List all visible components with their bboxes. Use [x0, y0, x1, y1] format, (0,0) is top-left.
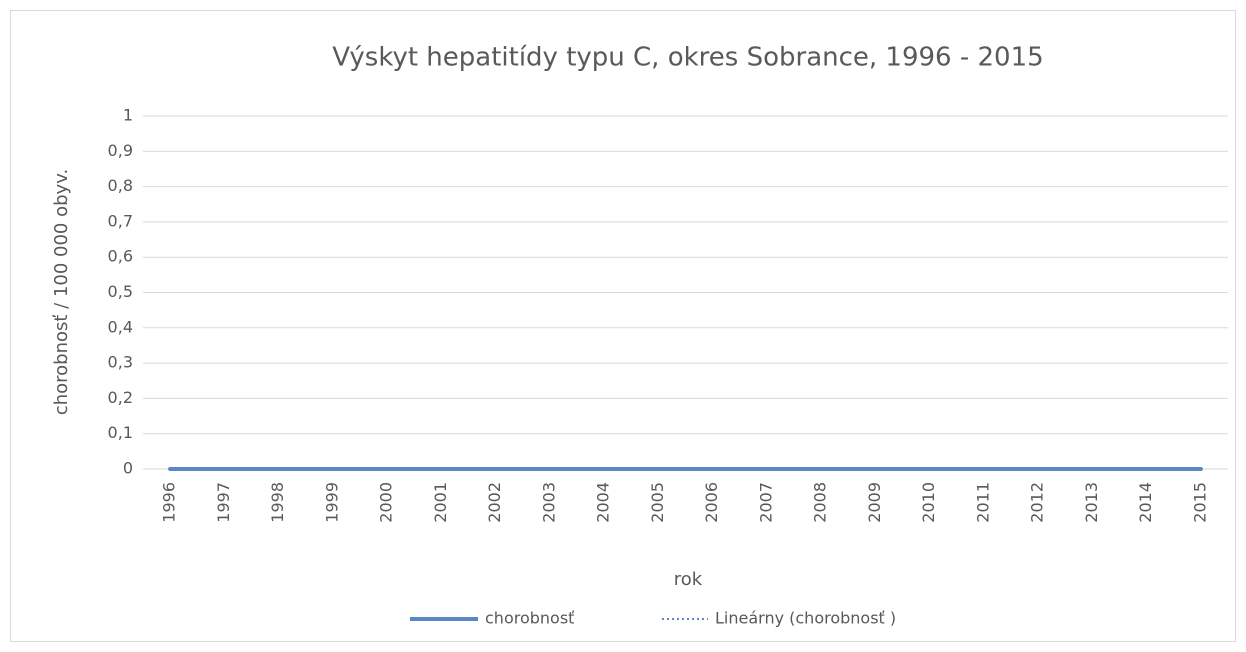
- y-tick-label: 0,1: [108, 423, 133, 442]
- x-tick-label: 1999: [322, 482, 341, 523]
- x-tick-label: 2007: [756, 482, 775, 523]
- x-tick-label: 2002: [485, 482, 504, 523]
- y-tick-label: 0,6: [108, 247, 133, 266]
- x-tick-label: 2006: [702, 482, 721, 523]
- x-tick-label: 1996: [160, 482, 179, 523]
- chart-border: [10, 10, 1236, 642]
- y-tick-label: 1: [123, 106, 133, 125]
- x-tick-label: 2004: [594, 482, 613, 523]
- chart-title: Výskyt hepatitídy typu C, okres Sobrance…: [332, 43, 1043, 73]
- y-tick-label: 0,4: [108, 317, 133, 336]
- y-tick-label: 0,3: [108, 353, 133, 372]
- x-tick-label: 2014: [1136, 482, 1155, 523]
- x-tick-label: 2011: [973, 482, 992, 523]
- x-tick-label: 2008: [811, 482, 830, 523]
- y-axis-label: chorobnosť / 100 000 obyv.: [51, 169, 72, 415]
- x-tick-label: 2000: [377, 482, 396, 523]
- x-tick-label: 2005: [648, 482, 667, 523]
- x-tick-label: 2001: [431, 482, 450, 523]
- y-tick-label: 0,9: [108, 141, 133, 160]
- y-tick-label: 0,7: [108, 211, 133, 230]
- x-tick-label: 1998: [268, 482, 287, 523]
- legend-label: chorobnosť: [485, 609, 574, 628]
- y-tick-label: 0,8: [108, 176, 133, 195]
- x-tick-label: 2012: [1028, 482, 1047, 523]
- x-tick-label: 2003: [539, 482, 558, 523]
- x-tick-label: 2010: [919, 482, 938, 523]
- x-tick-label: 2013: [1082, 482, 1101, 523]
- x-tick-label: 2015: [1190, 482, 1209, 523]
- x-tick-label: 1997: [214, 482, 233, 523]
- y-tick-label: 0: [123, 459, 133, 478]
- x-axis-label: rok: [674, 569, 703, 590]
- x-tick-label: 2009: [865, 482, 884, 523]
- y-tick-label: 0,5: [108, 282, 133, 301]
- y-tick-label: 0,2: [108, 388, 133, 407]
- legend-label: Lineárny (chorobnosť ): [715, 609, 896, 628]
